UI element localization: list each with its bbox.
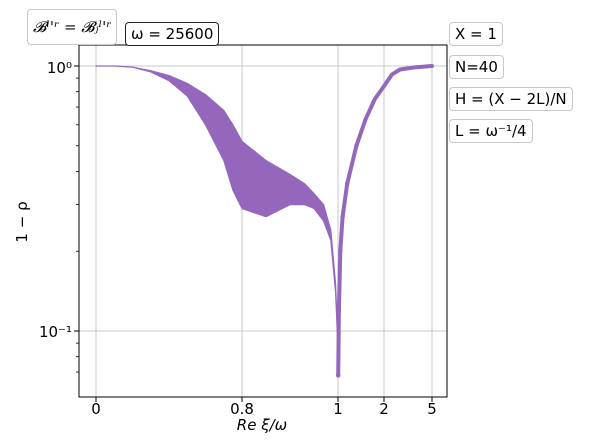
branch-point-1	[336, 307, 342, 313]
annotation-bspline: 𝓑ˡ'ʳ = 𝓑ⱼˡ'ʳ	[27, 9, 118, 45]
y-axis-label: 1 − ρ	[13, 201, 31, 242]
branch-point-4	[345, 181, 350, 186]
plot-frame	[78, 44, 448, 398]
x-tick-label-0: 0	[91, 400, 101, 418]
right-branch-line	[336, 64, 434, 378]
left-band-area	[95, 65, 339, 376]
annotation-x: X = 1	[449, 22, 503, 46]
x-tick-label-2: 1	[333, 400, 343, 418]
y-tick-label-0: 10⁰	[47, 59, 72, 77]
branch-point-0	[336, 373, 341, 378]
y-tick-label-1: 10⁻¹	[39, 323, 72, 341]
x-tick-label-1: 0.8	[230, 400, 254, 418]
x-tick-label-3: 2	[379, 400, 389, 418]
annotation-omega: ω = 25600	[125, 22, 220, 46]
x-axis-label: Re ξ/ω	[237, 416, 287, 434]
tick-marks	[74, 65, 433, 402]
branch-point-2	[338, 249, 343, 254]
x-tick-label-4: 5	[427, 400, 437, 418]
branch-point-5	[354, 143, 359, 148]
data-band	[95, 64, 434, 378]
annotation-n: N=40	[449, 55, 504, 79]
grid-lines	[79, 45, 447, 397]
branch-point-3	[340, 214, 345, 219]
annotation-l: L = ω⁻¹/4	[449, 119, 533, 143]
annotation-h: H = (X − 2L)/N	[449, 87, 573, 111]
